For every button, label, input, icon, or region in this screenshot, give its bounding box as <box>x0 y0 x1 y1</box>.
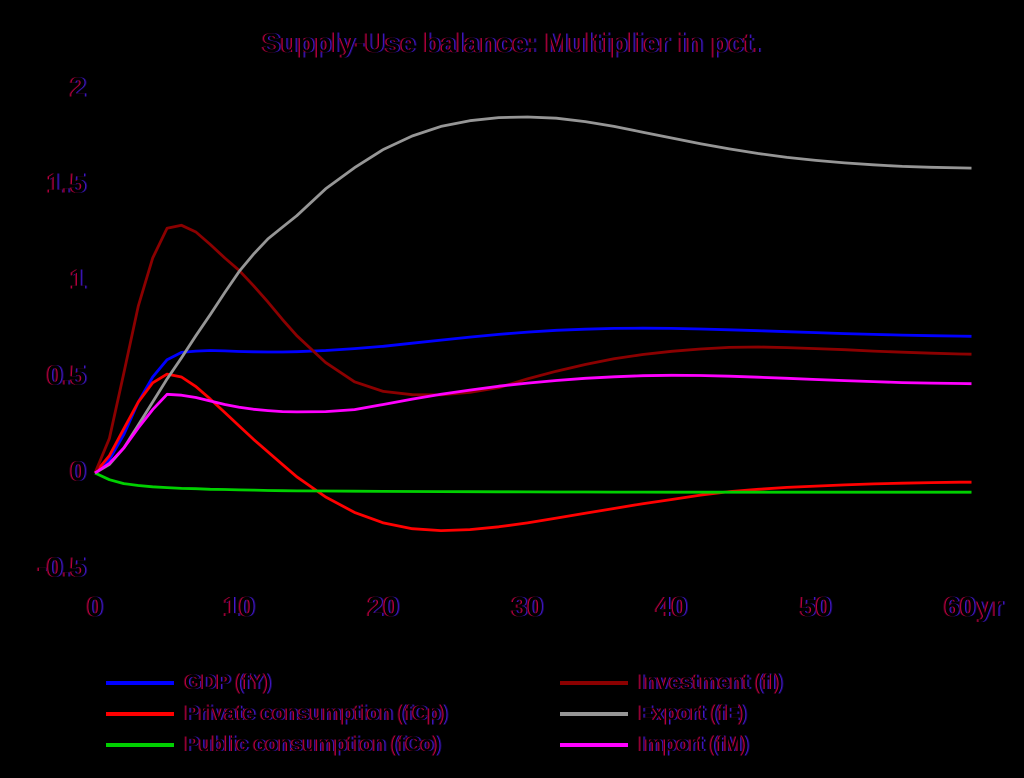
x-tick-label-30: 30 <box>511 591 544 622</box>
x-tick-label-0: 0 <box>87 591 103 622</box>
x-tick-label-20: 20 <box>367 591 399 622</box>
y-tick-label--0_5: -0.5 <box>37 551 86 583</box>
y-tick-label-0_5: 0.5 <box>47 359 86 391</box>
y-tick-label-2: 2 <box>70 71 86 103</box>
curve-import-fm <box>94 373 972 475</box>
curve-private-consumption-fcp <box>93 372 972 532</box>
legend-item-export-fe: Export (fE) <box>560 698 783 729</box>
x-tick-label-10: 10 <box>223 591 255 622</box>
y-tick-label-1_5: 1.5 <box>47 167 86 199</box>
curve-export-fe <box>94 115 972 475</box>
legend-line-sample-investment-fi <box>560 680 628 685</box>
legend-label-private-consumption-fcp: Private consumption (fCp) <box>185 701 448 725</box>
legend-item-investment-fi: Investment (fI) <box>560 667 783 698</box>
legend-line-sample-gdp-fy <box>106 680 174 685</box>
curve-investment-fi <box>93 223 972 474</box>
legend-column-2: Investment (fI) Export (fE) Import (fM) <box>560 667 783 760</box>
legend-line-sample-private-consumption-fcp <box>106 711 174 716</box>
legend-label-public-consumption-fco: Public consumption (fCo) <box>185 732 441 756</box>
legend-item-private-consumption-fcp: Private consumption (fCp) <box>106 698 448 729</box>
curve-public-consumption-fco <box>94 471 972 494</box>
x-tick-label-50: 50 <box>800 591 832 622</box>
y-tick-label-0: 0 <box>70 455 86 487</box>
legend-label-investment-fi: Investment (fI) <box>639 670 783 694</box>
legend-line-sample-public-consumption-fco <box>106 742 174 747</box>
legend-label-gdp-fy: GDP (fY) <box>185 670 271 694</box>
legend-line-sample-export-fe <box>560 711 628 716</box>
legend-label-import-fm: Import (fM) <box>639 732 749 756</box>
legend-label-export-fe: Export (fE) <box>639 701 747 725</box>
x-tick-label-60: 60 <box>944 591 976 622</box>
legend-item-public-consumption-fco: Public consumption (fCo) <box>106 729 448 760</box>
legend-column-1: GDP (fY) Private consumption (fCp) Public … <box>106 667 448 760</box>
x-axis-unit-label: yr <box>977 591 1004 622</box>
legend-line-sample-import-fm <box>560 742 628 747</box>
x-tick-label-40: 40 <box>656 591 688 622</box>
legend-item-import-fm: Import (fM) <box>560 729 783 760</box>
legend-item-gdp-fy: GDP (fY) <box>106 667 448 698</box>
chart-title: Supply-Use balance: Multiplier in pct. <box>262 28 762 58</box>
y-tick-label-1: 1 <box>70 263 86 295</box>
